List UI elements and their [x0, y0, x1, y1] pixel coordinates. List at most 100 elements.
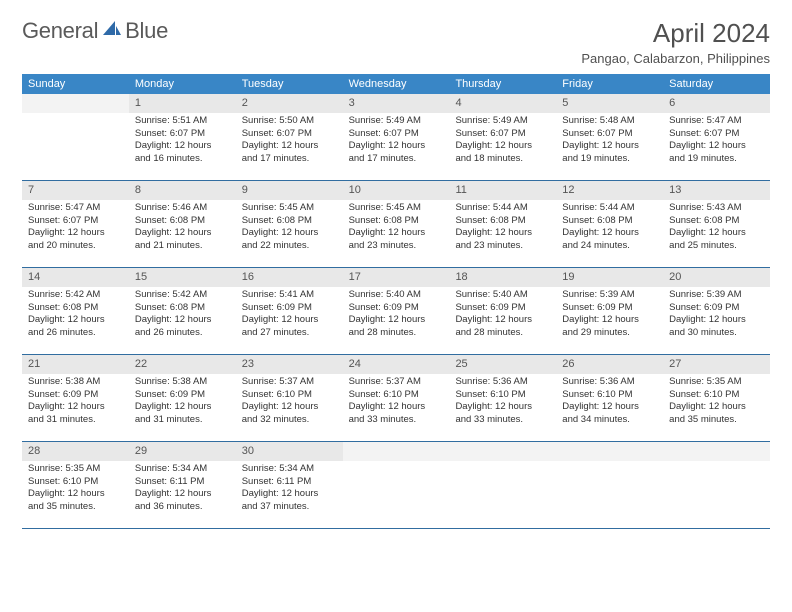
day-body: Sunrise: 5:36 AMSunset: 6:10 PMDaylight:…: [556, 374, 663, 431]
day-cell: 24Sunrise: 5:37 AMSunset: 6:10 PMDayligh…: [343, 355, 450, 441]
day-line: Sunset: 6:10 PM: [455, 389, 550, 402]
day-line: Daylight: 12 hours and 24 minutes.: [562, 227, 657, 253]
day-line: Daylight: 12 hours and 37 minutes.: [242, 488, 337, 514]
week-row: 14Sunrise: 5:42 AMSunset: 6:08 PMDayligh…: [22, 268, 770, 355]
day-body: Sunrise: 5:38 AMSunset: 6:09 PMDaylight:…: [129, 374, 236, 431]
day-body: Sunrise: 5:45 AMSunset: 6:08 PMDaylight:…: [343, 200, 450, 257]
day-line: Daylight: 12 hours and 22 minutes.: [242, 227, 337, 253]
day-cell: 18Sunrise: 5:40 AMSunset: 6:09 PMDayligh…: [449, 268, 556, 354]
day-number: [556, 442, 663, 461]
weekday-header: Tuesday: [236, 74, 343, 94]
day-body: Sunrise: 5:51 AMSunset: 6:07 PMDaylight:…: [129, 113, 236, 170]
day-body: Sunrise: 5:46 AMSunset: 6:08 PMDaylight:…: [129, 200, 236, 257]
day-line: Daylight: 12 hours and 27 minutes.: [242, 314, 337, 340]
day-body: Sunrise: 5:38 AMSunset: 6:09 PMDaylight:…: [22, 374, 129, 431]
day-cell: [22, 94, 129, 180]
day-cell: 17Sunrise: 5:40 AMSunset: 6:09 PMDayligh…: [343, 268, 450, 354]
day-line: Sunrise: 5:35 AM: [669, 376, 764, 389]
weekday-header: Wednesday: [343, 74, 450, 94]
day-line: Sunset: 6:08 PM: [28, 302, 123, 315]
day-line: Sunset: 6:07 PM: [669, 128, 764, 141]
day-line: Sunrise: 5:39 AM: [669, 289, 764, 302]
day-line: Daylight: 12 hours and 26 minutes.: [135, 314, 230, 340]
day-cell: [556, 442, 663, 528]
day-cell: 7Sunrise: 5:47 AMSunset: 6:07 PMDaylight…: [22, 181, 129, 267]
day-line: Daylight: 12 hours and 36 minutes.: [135, 488, 230, 514]
day-number: 1: [129, 94, 236, 113]
day-number: 15: [129, 268, 236, 287]
day-number: 3: [343, 94, 450, 113]
title-block: April 2024 Pangao, Calabarzon, Philippin…: [581, 18, 770, 66]
day-cell: 19Sunrise: 5:39 AMSunset: 6:09 PMDayligh…: [556, 268, 663, 354]
day-body: Sunrise: 5:47 AMSunset: 6:07 PMDaylight:…: [663, 113, 770, 170]
day-body: Sunrise: 5:44 AMSunset: 6:08 PMDaylight:…: [449, 200, 556, 257]
day-number: 22: [129, 355, 236, 374]
day-cell: 6Sunrise: 5:47 AMSunset: 6:07 PMDaylight…: [663, 94, 770, 180]
day-body: [22, 113, 129, 119]
day-line: Daylight: 12 hours and 33 minutes.: [455, 401, 550, 427]
day-line: Sunrise: 5:46 AM: [135, 202, 230, 215]
day-number: 17: [343, 268, 450, 287]
day-line: Sunset: 6:10 PM: [562, 389, 657, 402]
day-line: Daylight: 12 hours and 33 minutes.: [349, 401, 444, 427]
day-cell: 5Sunrise: 5:48 AMSunset: 6:07 PMDaylight…: [556, 94, 663, 180]
day-body: Sunrise: 5:40 AMSunset: 6:09 PMDaylight:…: [343, 287, 450, 344]
day-line: Sunrise: 5:45 AM: [349, 202, 444, 215]
day-number: 2: [236, 94, 343, 113]
day-body: Sunrise: 5:42 AMSunset: 6:08 PMDaylight:…: [22, 287, 129, 344]
day-body: Sunrise: 5:37 AMSunset: 6:10 PMDaylight:…: [343, 374, 450, 431]
day-line: Daylight: 12 hours and 25 minutes.: [669, 227, 764, 253]
weekday-header: Friday: [556, 74, 663, 94]
day-body: Sunrise: 5:35 AMSunset: 6:10 PMDaylight:…: [22, 461, 129, 518]
day-cell: 11Sunrise: 5:44 AMSunset: 6:08 PMDayligh…: [449, 181, 556, 267]
day-cell: 2Sunrise: 5:50 AMSunset: 6:07 PMDaylight…: [236, 94, 343, 180]
month-title: April 2024: [581, 18, 770, 49]
day-cell: 4Sunrise: 5:49 AMSunset: 6:07 PMDaylight…: [449, 94, 556, 180]
day-line: Daylight: 12 hours and 23 minutes.: [455, 227, 550, 253]
day-line: Sunrise: 5:40 AM: [349, 289, 444, 302]
day-line: Sunrise: 5:34 AM: [135, 463, 230, 476]
day-cell: 14Sunrise: 5:42 AMSunset: 6:08 PMDayligh…: [22, 268, 129, 354]
day-number: 20: [663, 268, 770, 287]
day-line: Sunrise: 5:49 AM: [455, 115, 550, 128]
logo-word-1: General: [22, 18, 98, 44]
day-line: Sunset: 6:10 PM: [242, 389, 337, 402]
day-number: [663, 442, 770, 461]
day-body: Sunrise: 5:44 AMSunset: 6:08 PMDaylight:…: [556, 200, 663, 257]
day-line: Sunrise: 5:37 AM: [242, 376, 337, 389]
week-row: 1Sunrise: 5:51 AMSunset: 6:07 PMDaylight…: [22, 94, 770, 181]
day-number: 29: [129, 442, 236, 461]
day-line: Sunrise: 5:35 AM: [28, 463, 123, 476]
weeks-container: 1Sunrise: 5:51 AMSunset: 6:07 PMDaylight…: [22, 94, 770, 529]
day-line: Daylight: 12 hours and 20 minutes.: [28, 227, 123, 253]
day-number: 14: [22, 268, 129, 287]
day-body: Sunrise: 5:42 AMSunset: 6:08 PMDaylight:…: [129, 287, 236, 344]
day-number: 12: [556, 181, 663, 200]
day-cell: 26Sunrise: 5:36 AMSunset: 6:10 PMDayligh…: [556, 355, 663, 441]
day-number: 6: [663, 94, 770, 113]
day-cell: 1Sunrise: 5:51 AMSunset: 6:07 PMDaylight…: [129, 94, 236, 180]
day-number: 4: [449, 94, 556, 113]
day-line: Sunrise: 5:51 AM: [135, 115, 230, 128]
day-cell: 22Sunrise: 5:38 AMSunset: 6:09 PMDayligh…: [129, 355, 236, 441]
day-line: Sunset: 6:07 PM: [242, 128, 337, 141]
day-line: Sunrise: 5:48 AM: [562, 115, 657, 128]
day-cell: 30Sunrise: 5:34 AMSunset: 6:11 PMDayligh…: [236, 442, 343, 528]
day-line: Sunset: 6:07 PM: [349, 128, 444, 141]
day-line: Sunrise: 5:42 AM: [28, 289, 123, 302]
day-number: 18: [449, 268, 556, 287]
day-line: Daylight: 12 hours and 31 minutes.: [135, 401, 230, 427]
day-cell: 15Sunrise: 5:42 AMSunset: 6:08 PMDayligh…: [129, 268, 236, 354]
day-line: Sunset: 6:09 PM: [28, 389, 123, 402]
day-number: 19: [556, 268, 663, 287]
day-line: Sunset: 6:08 PM: [562, 215, 657, 228]
day-cell: 25Sunrise: 5:36 AMSunset: 6:10 PMDayligh…: [449, 355, 556, 441]
day-body: Sunrise: 5:50 AMSunset: 6:07 PMDaylight:…: [236, 113, 343, 170]
day-line: Sunrise: 5:34 AM: [242, 463, 337, 476]
day-number: [449, 442, 556, 461]
day-cell: 10Sunrise: 5:45 AMSunset: 6:08 PMDayligh…: [343, 181, 450, 267]
day-line: Sunset: 6:10 PM: [349, 389, 444, 402]
day-cell: 28Sunrise: 5:35 AMSunset: 6:10 PMDayligh…: [22, 442, 129, 528]
day-line: Daylight: 12 hours and 17 minutes.: [349, 140, 444, 166]
sail-icon: [102, 18, 122, 44]
